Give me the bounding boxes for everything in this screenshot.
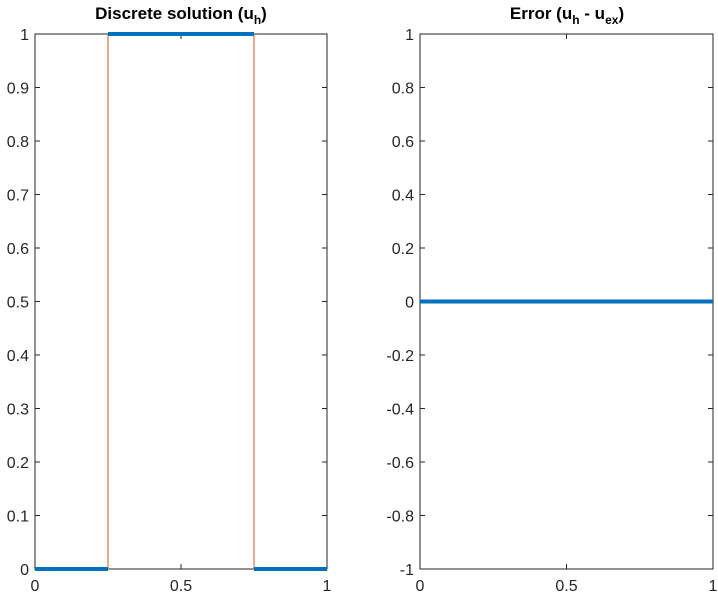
title-middle-text: - u xyxy=(580,4,606,23)
y-tick-label: -0.2 xyxy=(386,348,414,365)
x-tick-label: 1 xyxy=(323,578,332,595)
y-tick-label: 0.1 xyxy=(7,509,29,526)
ticks-error: 0 0.5 1 -1 -0.8 -0.6 -0.4 -0.2 0 0.2 0.4 0.6 0.8 1 xyxy=(386,27,717,595)
x-tick-label: 0 xyxy=(31,578,40,595)
y-tick-label: 0.8 xyxy=(392,81,414,98)
ticks-discrete-solution: 0 0.5 1 0 0.1 0.2 0.3 0.4 0.5 0.6 0.7 0.8 0.9 1 xyxy=(7,27,332,595)
chart-title-discrete-solution: Discrete solution (uh) xyxy=(95,4,267,27)
y-tick-label: 1 xyxy=(20,27,29,44)
title-close-paren: ) xyxy=(618,4,624,23)
y-tick-label: 0.2 xyxy=(392,241,414,258)
y-tick-label: 0.2 xyxy=(7,455,29,472)
y-tick-label: 0.7 xyxy=(7,188,29,205)
y-tick-label: -0.8 xyxy=(386,509,414,526)
y-tick-label: 0.3 xyxy=(7,402,29,419)
y-tick-label: 0 xyxy=(405,295,414,312)
x-tick-label: 1 xyxy=(709,578,718,595)
x-tick-label: 0.5 xyxy=(170,578,192,595)
y-tick-label: 0.6 xyxy=(392,134,414,151)
y-tick-label: 0.5 xyxy=(7,295,29,312)
y-tick-label: 0.8 xyxy=(7,134,29,151)
title-main-text: Error (u xyxy=(510,4,572,23)
title-main-text: Discrete solution (u xyxy=(95,4,254,23)
axes-error: Error (uh - uex) 0 0.5 1 -1 -0.8 -0.6 -0.4 -0.2… xyxy=(386,4,717,595)
title-subscript-h: h xyxy=(572,13,579,27)
y-tick-label: 0.4 xyxy=(7,348,29,365)
x-tick-label: 0 xyxy=(416,578,425,595)
x-tick-label: 0.5 xyxy=(555,578,577,595)
y-tick-label: 0 xyxy=(20,562,29,579)
series-discrete-solution xyxy=(35,32,327,571)
y-tick-label: -0.4 xyxy=(386,402,414,419)
y-tick-label: -1 xyxy=(400,562,414,579)
y-tick-label: 0.9 xyxy=(7,81,29,98)
plot-area-discrete-solution xyxy=(34,33,328,570)
chart-title-error: Error (uh - uex) xyxy=(510,4,624,27)
y-tick-label: -0.6 xyxy=(386,455,414,472)
y-tick-label: 1 xyxy=(405,27,414,44)
y-tick-label: 0.6 xyxy=(7,241,29,258)
title-subscript-ex: ex xyxy=(605,13,619,27)
title-subscript-h: h xyxy=(254,13,261,27)
axes-discrete-solution: Discrete solution (uh) 0 0.5 1 0 0.1 0.2 0.3 0.… xyxy=(7,4,332,595)
y-tick-label: 0.4 xyxy=(392,188,414,205)
title-close-paren: ) xyxy=(261,4,267,23)
